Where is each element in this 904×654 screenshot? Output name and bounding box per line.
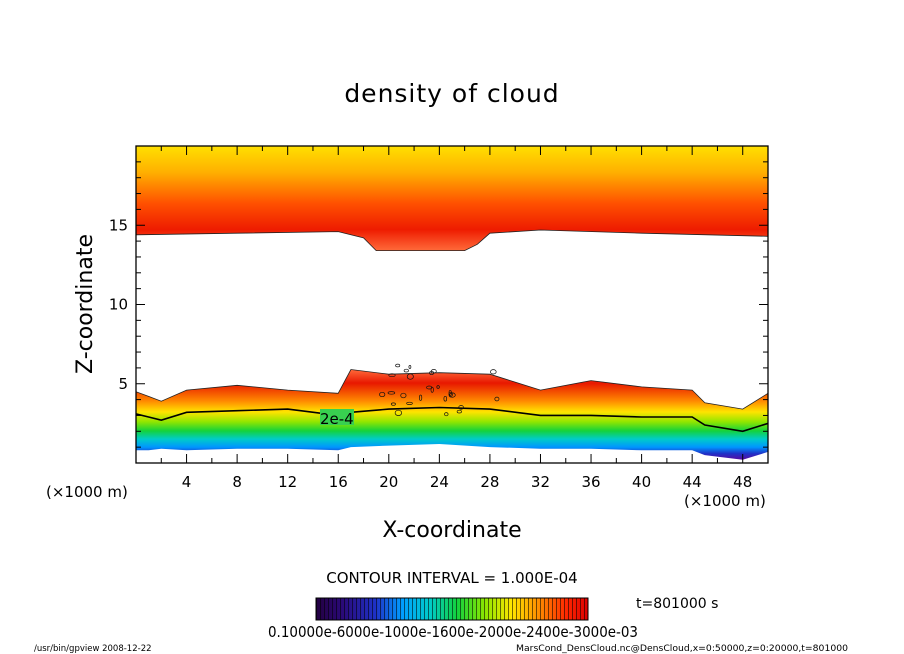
- lower-layer-edge: [136, 369, 768, 410]
- lower-cloud-layer: [136, 369, 768, 460]
- contour-noise-mark: [395, 363, 401, 368]
- x-tick-label: 4: [182, 473, 192, 491]
- colorbar: [315, 597, 589, 621]
- footer-left: /usr/bin/gpview 2008-12-22: [34, 644, 152, 654]
- y-tick-label: 10: [109, 296, 128, 314]
- contour-noise-mark: [490, 369, 497, 375]
- y-axis-label: Z-coordinate: [73, 234, 98, 374]
- contour-noise-mark: [400, 392, 407, 399]
- upper-cloud-layer: [136, 146, 768, 251]
- contour-noise-mark: [443, 395, 448, 402]
- x-unit-left: (×1000 m): [46, 483, 128, 501]
- contour-noise-mark: [456, 409, 462, 414]
- x-tick-label: 44: [683, 473, 702, 491]
- contour-noise-mark: [406, 373, 414, 380]
- contour-noise-mark: [494, 396, 500, 402]
- contour-noise-mark: [403, 368, 409, 373]
- x-tick-label: 20: [379, 473, 398, 491]
- x-tick-label: 12: [278, 473, 297, 491]
- contour-noise: [379, 363, 500, 417]
- contour-noise-mark: [387, 391, 396, 395]
- contour-noise-mark: [448, 389, 452, 397]
- x-tick-label: 8: [232, 473, 242, 491]
- contour-noise-mark: [430, 369, 437, 374]
- x-axis-ticks: 4 8 12 16 20 24 28 32 36 40 44 48: [160, 146, 752, 491]
- footer-right: MarsCond_DensCloud.nc@DensCloud,x=0:5000…: [516, 644, 848, 654]
- y-axis-ticks: 5 10 15: [109, 161, 768, 448]
- contour-noise-mark: [436, 385, 440, 389]
- contour-noise-mark: [458, 405, 464, 410]
- contour-noise-mark: [426, 385, 433, 390]
- y-tick-label: 15: [109, 216, 128, 234]
- upper-layer-edge: [136, 229, 768, 251]
- contour-noise-mark: [388, 373, 396, 378]
- x-tick-label: 28: [480, 473, 499, 491]
- contour-2e-4: [136, 406, 768, 433]
- contour-label-bg: [320, 409, 354, 425]
- x-tick-label: 40: [632, 473, 651, 491]
- x-axis-label: X-coordinate: [382, 518, 521, 543]
- contour-label: 2e-4: [320, 410, 354, 428]
- contour-noise-mark: [419, 394, 423, 401]
- x-tick-label: 32: [531, 473, 550, 491]
- x-tick-label: 16: [329, 473, 348, 491]
- contour-noise-mark: [444, 412, 449, 417]
- x-tick-label: 36: [581, 473, 600, 491]
- contour-noise-mark: [408, 364, 412, 369]
- plot-layers: [136, 146, 768, 460]
- contour-interval: CONTOUR INTERVAL = 1.000E-04: [326, 569, 577, 587]
- x-tick-label: 24: [430, 473, 449, 491]
- contour-noise-mark: [394, 409, 403, 416]
- time-label: t=801000 s: [636, 596, 718, 612]
- colorbar-labels: 0.10000e-6000e-1000e-1600e-2000e-2400e-3…: [268, 623, 638, 641]
- contour-noise-mark: [406, 401, 413, 405]
- x-tick-label: 48: [733, 473, 752, 491]
- y-tick-label: 5: [118, 375, 128, 393]
- x-unit-right: (×1000 m): [684, 492, 766, 510]
- colorbar-hatch: [316, 598, 588, 620]
- chart-title: density of cloud: [344, 79, 559, 108]
- contour-noise-mark: [390, 402, 396, 406]
- colorbar-frame: [315, 597, 589, 621]
- contour-noise-mark: [379, 391, 386, 398]
